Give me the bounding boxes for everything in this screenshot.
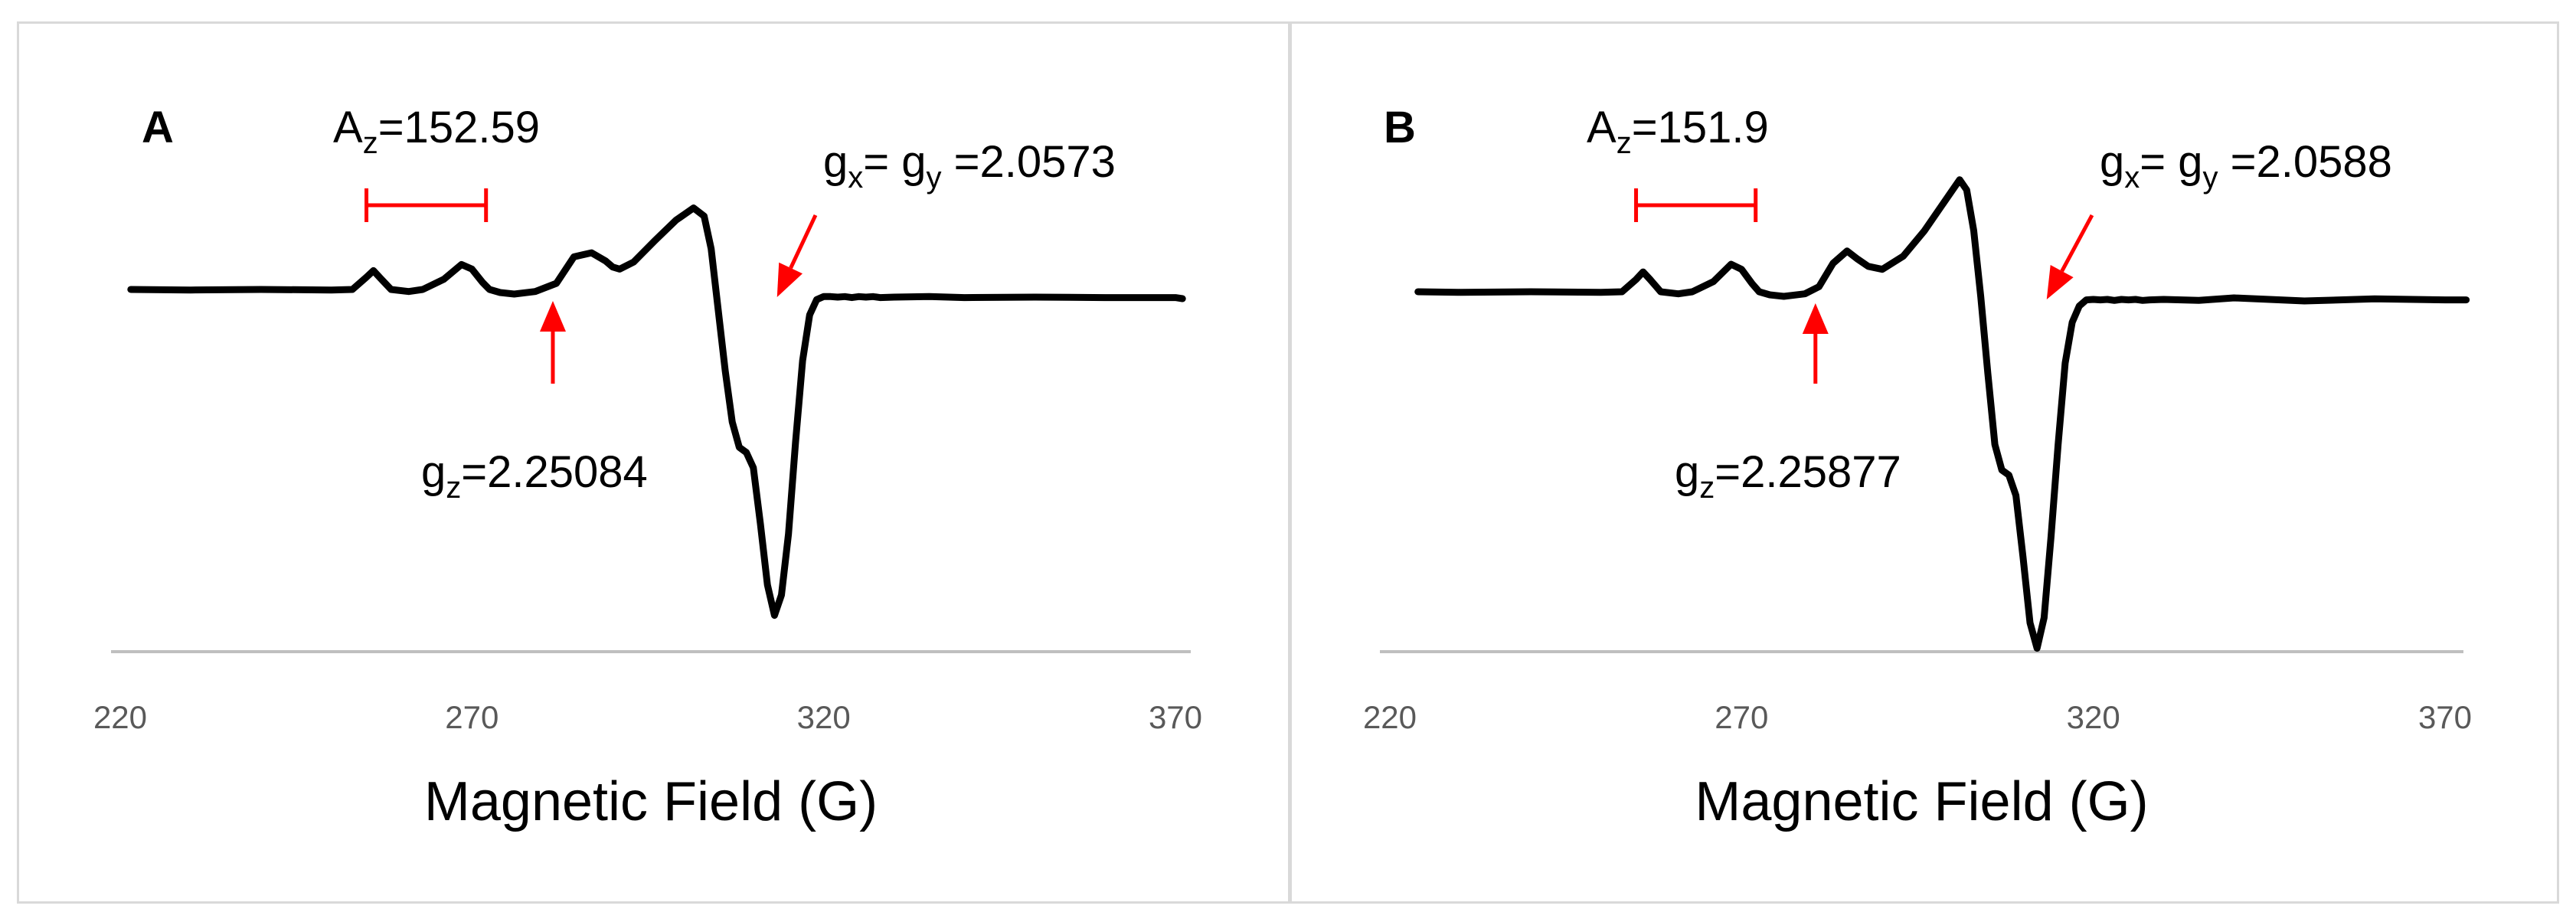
x-axis-title: Magnetic Field (G) bbox=[1695, 771, 2148, 832]
chart-panel-b: 220 270 320 370 Magnetic Field (G) B Az=151.9 g… bbox=[1290, 21, 2559, 904]
az-annotation: Az=151.9 bbox=[1587, 103, 1769, 160]
chart-b-svg: 220 270 320 370 Magnetic Field (G) B Az=151.9 g… bbox=[1363, 103, 2472, 832]
x-tick-label: 270 bbox=[445, 699, 499, 735]
x-tick-label: 270 bbox=[1715, 699, 1768, 735]
az-annotation: Az=152.59 bbox=[333, 103, 540, 160]
gxy-arrow-shaft bbox=[789, 214, 818, 270]
gxy-arrow-head bbox=[2046, 264, 2074, 299]
gz-annotation: gz=2.25877 bbox=[1675, 447, 1901, 505]
gxy-annotation: gx= gy =2.0588 bbox=[2100, 137, 2392, 195]
epr-spectrum-line bbox=[1414, 176, 2470, 652]
x-axis-title: Magnetic Field (G) bbox=[424, 771, 878, 832]
x-tick-label: 320 bbox=[2067, 699, 2120, 735]
gxy-arrow-head bbox=[776, 262, 803, 297]
gz-arrow-head bbox=[539, 301, 566, 332]
panel-label: A bbox=[142, 103, 174, 152]
gz-arrow-head bbox=[1802, 303, 1829, 334]
chart-panel-a: 220 270 320 370 Magnetic Field (G) A Az=152.59… bbox=[17, 21, 1290, 904]
panel-label: B bbox=[1384, 103, 1416, 152]
gxy-arrow-shaft bbox=[2060, 214, 2094, 273]
x-tick-label: 220 bbox=[1363, 699, 1417, 735]
epr-spectrum-line bbox=[127, 204, 1186, 620]
x-tick-label: 370 bbox=[2418, 699, 2472, 735]
x-tick-label: 370 bbox=[1149, 699, 1202, 735]
gxy-annotation: gx= gy =2.0573 bbox=[823, 137, 1116, 195]
chart-a-svg: 220 270 320 370 Magnetic Field (G) A Az=152.59… bbox=[93, 103, 1202, 832]
x-tick-label: 220 bbox=[93, 699, 147, 735]
gz-annotation: gz=2.25084 bbox=[421, 447, 648, 505]
x-tick-label: 320 bbox=[797, 699, 851, 735]
